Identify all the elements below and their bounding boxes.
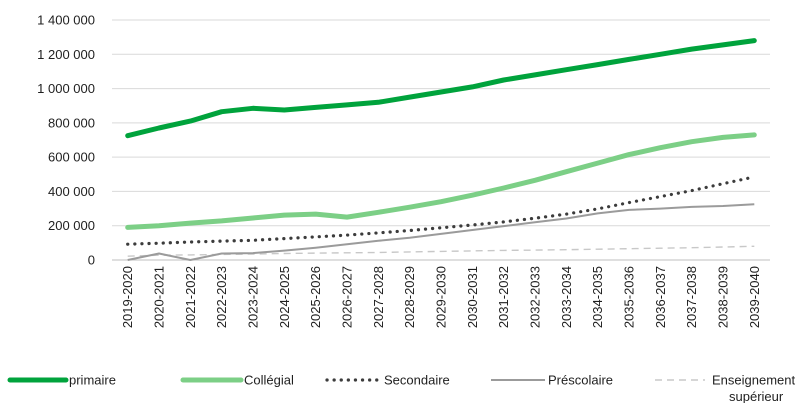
x-tick-label: 2028-2029 [402,266,417,328]
y-tick-label: 600 000 [48,150,95,165]
y-tick-label: 800 000 [48,115,95,130]
legend-item: Collégial [180,373,294,388]
x-tick-label: 2030-2031 [465,266,480,328]
y-axis-tick-labels: 0 200 000 400 000 600 000 800 000 1 000 000 1 … [37,13,95,268]
y-tick-label: 200 000 [48,218,95,233]
legend-label-line2: supérieur [729,389,784,403]
x-tick-label: 2029-2030 [434,266,449,328]
x-tick-label: 2035-2036 [622,266,637,328]
series-line-0 [125,38,757,139]
series-lines [125,38,757,261]
x-tick-label: 2021-2022 [183,266,198,328]
x-axis-tick-labels: 2019-2020 2020-2021 2021-2022 2022-2023 2023… [120,266,762,328]
x-tick-label: 2022-2023 [214,266,229,328]
x-tick-label: 2038-2039 [716,266,731,328]
x-tick-label: 2037-2038 [684,266,699,328]
y-tick-label: 0 [88,253,95,268]
legend-label: Collégial [244,373,294,388]
series-line-3 [127,203,755,261]
legend-item: primaire [7,373,116,388]
series-line-1 [125,132,757,230]
x-tick-label: 2020-2021 [152,266,167,328]
y-tick-label: 1 400 000 [37,13,95,28]
x-tick-label: 2034-2035 [590,266,605,328]
legend-label: Préscolaire [548,373,613,388]
x-tick-label: 2031-2032 [496,266,511,328]
x-tick-label: 2025-2026 [308,266,323,328]
legend: primaire Collégial Secondaire Préscolaire En… [7,373,795,403]
y-tick-label: 1 200 000 [37,47,95,62]
legend-item: Préscolaire [491,373,613,388]
x-tick-label: 2024-2025 [277,266,292,328]
x-tick-label: 2033-2034 [559,266,574,328]
x-tick-label: 2026-2027 [340,266,355,328]
gridlines [112,19,770,227]
legend-label: primaire [69,373,116,388]
x-tick-label: 2032-2033 [528,266,543,328]
series-line-2 [126,175,756,246]
x-tick-label: 2027-2028 [371,266,386,328]
y-tick-label: 1 000 000 [37,81,95,96]
x-tick-label: 2019-2020 [120,266,135,328]
series-line-4 [127,245,755,257]
y-tick-label: 400 000 [48,184,95,199]
legend-label: Enseignement [712,373,795,388]
x-tick-label: 2036-2037 [653,266,668,328]
legend-label: Secondaire [384,373,450,388]
x-tick-label: 2023-2024 [246,266,261,328]
legend-item: Secondaire [325,373,450,388]
x-tick-label: 2039-2040 [747,266,762,328]
